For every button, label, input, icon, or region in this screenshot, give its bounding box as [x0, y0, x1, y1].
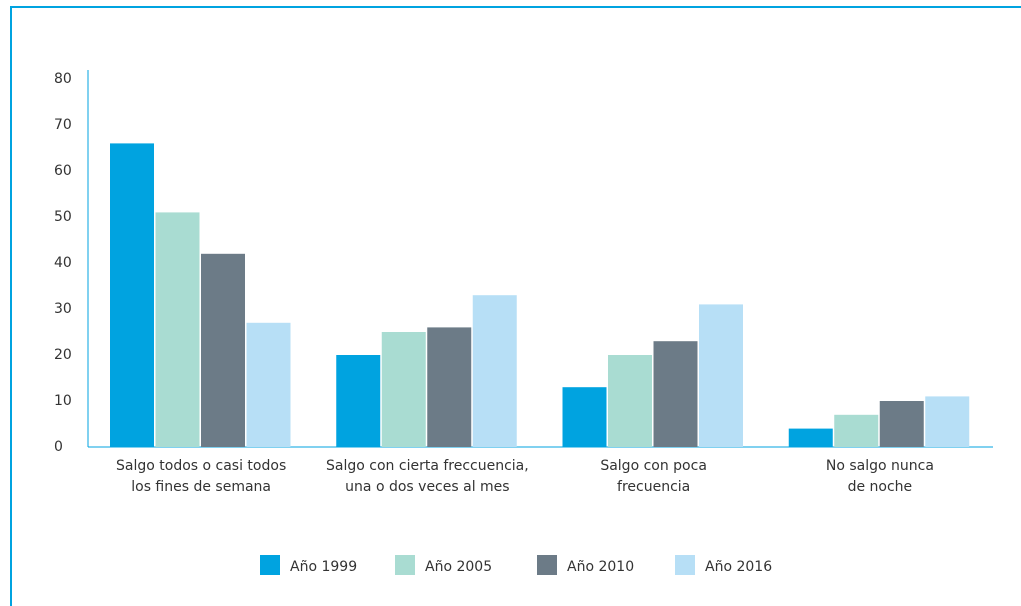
legend-swatch: [260, 555, 280, 575]
bar: [155, 212, 200, 447]
x-tick-label-line: No salgo nunca: [826, 458, 934, 474]
frame: [10, 6, 1021, 606]
y-tick-label: 60: [54, 163, 72, 179]
y-tick-label: 70: [54, 117, 72, 133]
bar: [653, 341, 698, 447]
bar: [925, 396, 970, 447]
legend-swatch: [395, 555, 415, 575]
y-tick-label: 40: [54, 255, 72, 271]
y-tick-label: 20: [54, 347, 72, 363]
x-tick-label-line: una o dos veces al mes: [345, 479, 509, 495]
y-tick-label: 80: [54, 71, 72, 87]
x-tick-label-line: Salgo con poca: [600, 458, 707, 474]
legend-label: Año 2005: [425, 559, 492, 575]
legend-label: Año 2016: [705, 559, 772, 575]
legend-label: Año 1999: [290, 559, 357, 575]
x-tick-label: Salgo todos o casi todos los fines de sem…: [116, 458, 286, 495]
x-tick-label: Salgo con cierta freccuencia, una o dos v…: [326, 458, 529, 495]
y-tick-label: 0: [54, 439, 63, 455]
bar: [381, 332, 426, 447]
x-tick-label: Salgo con poca frecuencia: [600, 458, 707, 495]
x-tick-label-line: los fines de semana: [131, 479, 271, 495]
bar: [879, 401, 924, 447]
x-tick-label-line: Salgo todos o casi todos: [116, 458, 286, 474]
bar: [562, 387, 607, 447]
x-tick-label-line: de noche: [848, 479, 913, 495]
legend-swatch: [537, 555, 557, 575]
y-tick-label: 50: [54, 209, 72, 225]
bar: [472, 295, 517, 447]
bar: [427, 327, 472, 447]
bar: [788, 428, 833, 447]
bar: [201, 253, 245, 447]
bar: [699, 304, 743, 447]
bar: [336, 355, 381, 447]
x-tick-label-line: frecuencia: [617, 479, 690, 495]
legend-swatch: [675, 555, 695, 575]
y-tick-label: 30: [54, 301, 72, 317]
legend-label: Año 2010: [567, 559, 634, 575]
x-tick-label-line: Salgo con cierta freccuencia,: [326, 458, 529, 474]
x-tick-label: No salgo nunca de noche: [826, 458, 934, 495]
bar: [834, 414, 879, 447]
bar: [608, 355, 652, 447]
bar: [246, 322, 291, 447]
y-tick-label: 10: [54, 393, 72, 409]
bar: [110, 143, 154, 447]
